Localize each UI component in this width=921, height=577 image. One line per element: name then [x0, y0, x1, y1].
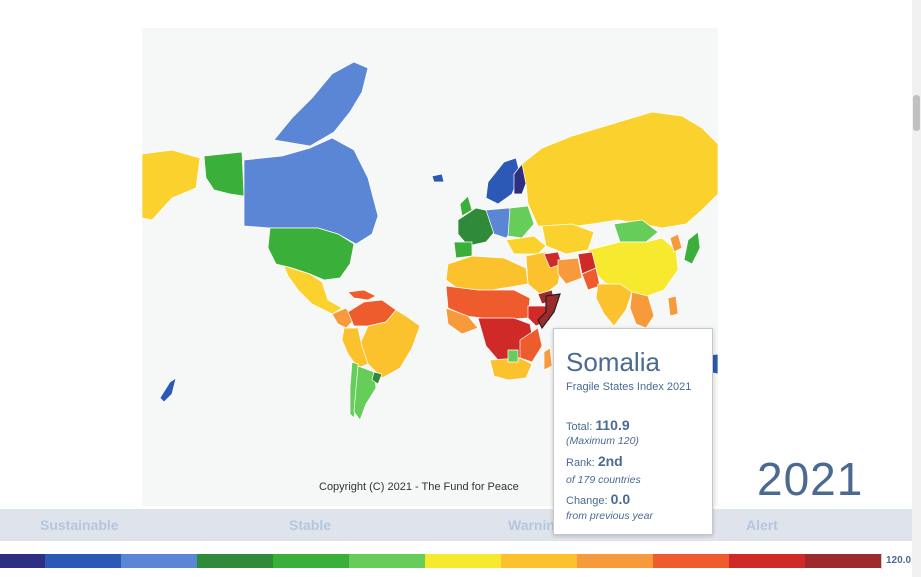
- scale-segment: [45, 554, 121, 568]
- region-new-zealand[interactable]: [159, 377, 177, 403]
- scale-max-label: 120.0: [881, 553, 921, 569]
- tooltip-rank-note: of 179 countries: [566, 474, 641, 486]
- region-southeast-asia[interactable]: [629, 291, 655, 329]
- scale-segment: [577, 554, 653, 568]
- color-scale-bar: [0, 554, 881, 568]
- region-southern-africa[interactable]: [489, 357, 533, 381]
- category-warning: Warning: [508, 517, 564, 533]
- region-uk[interactable]: [459, 195, 473, 217]
- region-japan[interactable]: [683, 231, 701, 265]
- region-west-africa[interactable]: [445, 307, 479, 335]
- tooltip-change-value: 0.0: [610, 491, 631, 507]
- region-usa[interactable]: [267, 227, 355, 281]
- region-russia-west-edge[interactable]: [142, 149, 201, 221]
- tooltip-subtitle: Fragile States Index 2021: [566, 381, 692, 393]
- scale-segment: [653, 554, 729, 568]
- tooltip-total-label: Total:: [566, 421, 593, 433]
- scale-segment: [425, 554, 501, 568]
- category-stable: Stable: [289, 517, 332, 533]
- scale-segment: [729, 554, 805, 568]
- region-argentina[interactable]: [353, 365, 377, 421]
- region-zimbabwe[interactable]: [507, 349, 519, 363]
- scale-segment: [805, 554, 881, 568]
- region-philippines[interactable]: [667, 295, 679, 317]
- country-tooltip: Somalia Fragile States Index 2021 Total:…: [553, 328, 713, 535]
- region-chile[interactable]: [349, 361, 359, 419]
- region-eastern-europe[interactable]: [507, 205, 535, 239]
- region-east-africa[interactable]: [519, 327, 543, 363]
- region-madagascar[interactable]: [543, 347, 553, 371]
- scale-segment: [197, 554, 273, 568]
- region-caribbean[interactable]: [347, 289, 377, 301]
- category-legend-band: Sustainable Stable Warning Alert: [0, 509, 921, 541]
- tooltip-rank-value: 2nd: [597, 453, 623, 469]
- tooltip-rank-row: Rank: 2nd: [566, 453, 623, 469]
- region-india[interactable]: [595, 283, 633, 327]
- vertical-scrollbar[interactable]: [912, 0, 921, 577]
- region-north-africa[interactable]: [445, 255, 529, 291]
- region-mongolia[interactable]: [613, 219, 659, 243]
- region-canadian-arctic[interactable]: [273, 61, 369, 147]
- region-kazakhstan[interactable]: [541, 223, 595, 255]
- region-iran[interactable]: [557, 257, 583, 285]
- region-china[interactable]: [587, 237, 679, 299]
- category-alert: Alert: [746, 517, 778, 533]
- region-western-europe[interactable]: [457, 207, 499, 247]
- year-label: 2021: [757, 453, 864, 505]
- region-somalia[interactable]: [537, 293, 561, 330]
- scale-segment: [121, 554, 197, 568]
- tooltip-total-note: (Maximum 120): [566, 435, 639, 447]
- map-svg[interactable]: [142, 28, 718, 506]
- region-peru-bolivia[interactable]: [341, 327, 369, 369]
- scale-segment: [501, 554, 577, 568]
- world-map[interactable]: [142, 28, 718, 506]
- tooltip-change-row: Change: 0.0: [566, 491, 630, 507]
- tooltip-rank-label: Rank:: [566, 457, 595, 469]
- region-balkans-turkey[interactable]: [505, 235, 547, 255]
- scale-segment: [273, 554, 349, 568]
- region-iberia[interactable]: [453, 241, 473, 259]
- region-mexico[interactable]: [283, 265, 343, 315]
- tooltip-change-note: from previous year: [566, 510, 653, 522]
- region-korea[interactable]: [669, 233, 683, 253]
- region-uruguay[interactable]: [371, 371, 383, 385]
- region-russia[interactable]: [521, 111, 718, 229]
- region-iceland[interactable]: [431, 173, 445, 183]
- scale-segment: [0, 554, 45, 568]
- tooltip-country-name: Somalia: [566, 347, 660, 377]
- tooltip-change-label: Change:: [566, 495, 608, 507]
- scale-segment: [349, 554, 425, 568]
- scrollbar-thumb[interactable]: [913, 95, 920, 131]
- category-sustainable: Sustainable: [40, 517, 119, 533]
- region-alaska[interactable]: [203, 151, 245, 197]
- copyright-text: Copyright (C) 2021 - The Fund for Peace: [319, 481, 519, 493]
- tooltip-total-row: Total: 110.9: [566, 417, 630, 433]
- tooltip-total-value: 110.9: [595, 417, 630, 433]
